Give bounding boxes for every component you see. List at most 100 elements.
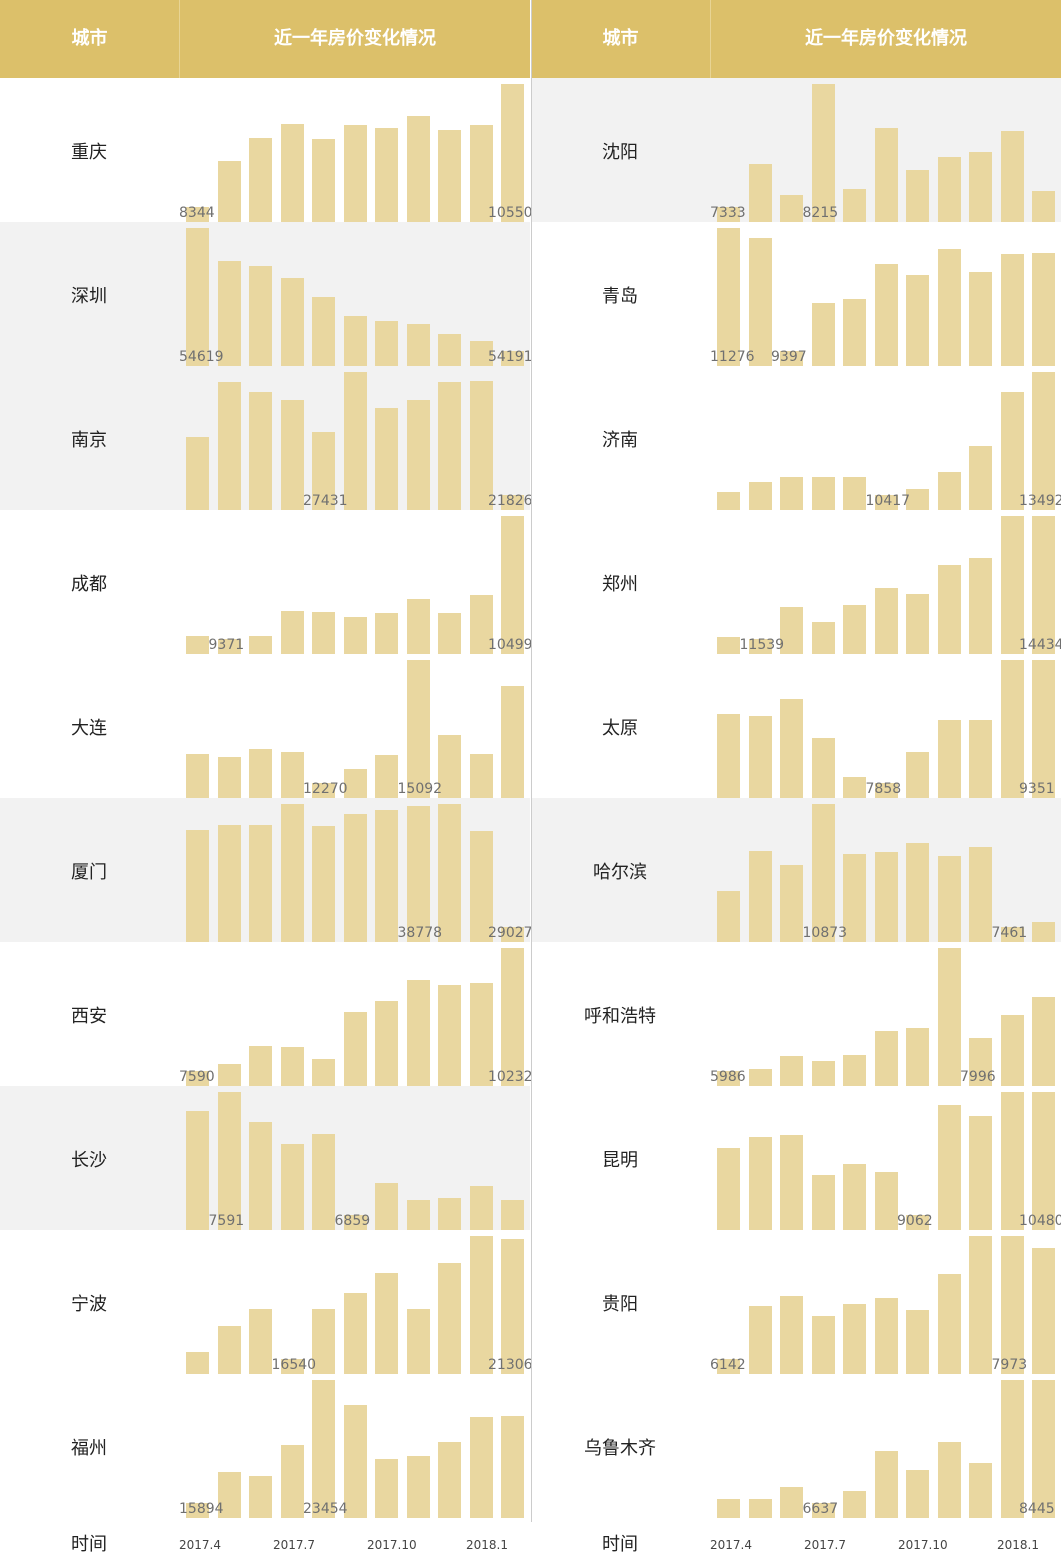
bar [906, 169, 929, 222]
city-name: 深圳 [71, 286, 107, 307]
bar [1000, 516, 1024, 654]
bar [717, 492, 740, 510]
bar [469, 1186, 493, 1230]
bar [874, 1298, 898, 1374]
bar [501, 1199, 524, 1230]
bar [843, 604, 866, 654]
bar [280, 400, 304, 510]
bar [1000, 927, 1024, 942]
data-label: 29027 [488, 925, 533, 941]
bar [217, 382, 241, 510]
bar [969, 1038, 992, 1086]
bar [937, 157, 961, 222]
city-name: 济南 [602, 430, 638, 451]
x-tick-label: 2018.1 [466, 1538, 508, 1552]
bar [312, 1058, 335, 1086]
bar [906, 1215, 929, 1230]
bar [343, 617, 367, 654]
bar [937, 1105, 961, 1230]
bar [469, 982, 493, 1086]
header-bar-right [531, 0, 1061, 78]
data-label: 16540 [271, 1357, 317, 1373]
bar [748, 237, 772, 366]
bar [406, 115, 430, 222]
bar [375, 613, 398, 654]
bar [249, 265, 272, 366]
header-bar-left [0, 0, 530, 78]
bar [438, 612, 461, 654]
bar [186, 753, 209, 798]
bar [811, 1503, 835, 1518]
bar [217, 1325, 241, 1374]
bar [375, 1183, 398, 1230]
bar [186, 437, 209, 510]
bar [406, 805, 430, 942]
city-name: 福州 [71, 1438, 107, 1459]
bar [469, 753, 493, 798]
bar [969, 719, 992, 798]
bar [249, 392, 272, 510]
bar [874, 263, 898, 366]
bar [312, 783, 335, 798]
bar [312, 1380, 335, 1518]
bar [312, 432, 335, 510]
city-name: 乌鲁木齐 [584, 1438, 656, 1459]
bar [343, 372, 367, 510]
bar [343, 1293, 367, 1374]
city-name: 太原 [602, 718, 638, 739]
bar [217, 260, 241, 366]
bar [438, 734, 461, 798]
bar [874, 783, 898, 798]
bar [186, 1503, 209, 1518]
bar [717, 891, 740, 942]
bar [469, 1416, 493, 1518]
bar [1000, 1014, 1024, 1086]
bar [906, 274, 929, 366]
bar [811, 804, 835, 942]
bar [249, 636, 272, 654]
x-tick-label: 2017.10 [898, 1538, 948, 1552]
bar [906, 1028, 929, 1086]
bar [501, 84, 524, 222]
bar [186, 830, 209, 942]
city-name: 重庆 [71, 142, 107, 163]
bar [811, 1174, 835, 1230]
bar [717, 1359, 740, 1374]
time-axis-label-left: 时间 [71, 1534, 107, 1555]
bar [280, 804, 304, 942]
bar [969, 1116, 992, 1230]
bar [811, 84, 835, 222]
bar [249, 825, 272, 942]
bar [249, 1122, 272, 1230]
bar [969, 557, 992, 654]
bar [217, 160, 241, 222]
bar [717, 207, 740, 222]
bar [1032, 1248, 1055, 1374]
bar [811, 621, 835, 654]
bar [438, 1198, 461, 1230]
bar [717, 1148, 740, 1230]
bar [717, 636, 740, 654]
bar [469, 1236, 493, 1374]
bar [1000, 1236, 1024, 1374]
city-name: 郑州 [602, 574, 638, 595]
bar [969, 1462, 992, 1518]
bar [312, 611, 335, 654]
bar [438, 984, 461, 1086]
bar [375, 810, 398, 942]
bar [906, 594, 929, 654]
bar [501, 948, 524, 1086]
bar [874, 587, 898, 654]
data-label: 10480 [1019, 1213, 1061, 1229]
bar [906, 489, 929, 510]
bar [375, 407, 398, 510]
bar [874, 1451, 898, 1518]
bar [186, 1071, 209, 1086]
bar [375, 321, 398, 366]
bar [438, 334, 461, 366]
bar [937, 472, 961, 510]
bar [780, 351, 803, 366]
bar [343, 813, 367, 942]
data-label: 9351 [1019, 781, 1055, 797]
bar [748, 1069, 772, 1086]
